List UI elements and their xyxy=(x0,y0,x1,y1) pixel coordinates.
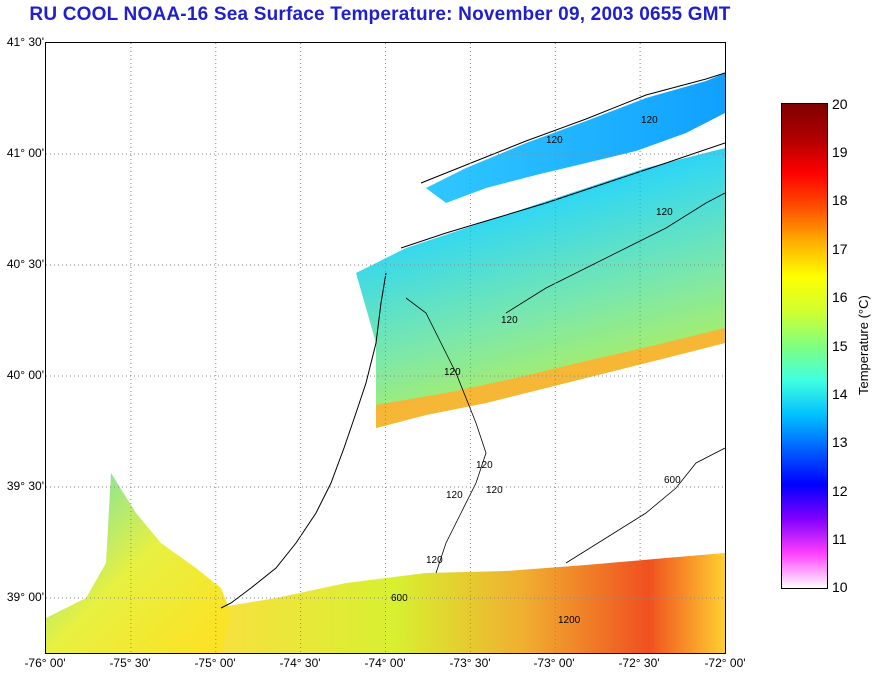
connecticut-coastline xyxy=(420,72,725,184)
colorbar-tick: 11 xyxy=(832,531,847,547)
lat-label: 39° 30' xyxy=(6,479,44,493)
lat-label: 41° 00' xyxy=(6,146,44,160)
lat-label: 40° 00' xyxy=(6,368,44,382)
colorbar-tick: 20 xyxy=(832,96,848,112)
colorbar-tick: 16 xyxy=(832,289,848,305)
long-island-sound-sst xyxy=(426,73,725,203)
map-title: RU COOL NOAA-16 Sea Surface Temperature:… xyxy=(29,4,731,25)
colorbar-title: Temperature (°C) xyxy=(856,295,871,395)
colorbar-tick: 13 xyxy=(832,434,848,450)
delaware-bay-sst xyxy=(46,473,231,653)
contour-120m-upper xyxy=(505,192,725,314)
lon-label: -75° 30' xyxy=(109,656,151,670)
nj-coastline xyxy=(220,272,387,609)
colorbar-tick: 15 xyxy=(832,338,848,354)
contour-label: 120 xyxy=(546,135,563,146)
contour-label: 120 xyxy=(656,207,673,218)
lon-label: -72° 00' xyxy=(704,656,746,670)
contour-600m xyxy=(565,447,725,564)
sst-map-canvas: 120 120 120 120 120 120 120 120 120 600 … xyxy=(46,43,725,653)
contour-label: 120 xyxy=(426,555,443,566)
lon-label: -74° 00' xyxy=(364,656,406,670)
lon-label: -76° 00' xyxy=(24,656,66,670)
contour-label: 120 xyxy=(446,490,463,501)
lon-label: -75° 00' xyxy=(194,656,236,670)
contour-label: 600 xyxy=(391,593,408,604)
colorbar-tick: 14 xyxy=(832,386,848,402)
colorbar xyxy=(781,103,828,589)
colorbar-tick: 12 xyxy=(832,483,848,499)
lon-label: -73° 00' xyxy=(533,656,575,670)
colorbar-tick: 17 xyxy=(832,241,848,257)
lon-label: -73° 30' xyxy=(449,656,491,670)
contour-label: 120 xyxy=(501,315,518,326)
contour-label: 120 xyxy=(486,485,503,496)
colorbar-tick: 19 xyxy=(832,144,848,160)
lat-label: 41° 30' xyxy=(6,35,44,49)
lon-label: -74° 30' xyxy=(279,656,321,670)
graticule xyxy=(46,43,725,653)
lon-label: -72° 30' xyxy=(618,656,660,670)
contour-120m xyxy=(405,297,487,574)
colorbar-tick: 10 xyxy=(832,579,848,595)
contour-label: 600 xyxy=(664,475,681,486)
long-island-coastline xyxy=(400,142,725,249)
colorbar-tick: 18 xyxy=(832,192,848,208)
contour-label: 120 xyxy=(444,367,461,378)
contour-label: 1200 xyxy=(558,615,581,626)
warm-front-sst xyxy=(376,328,725,428)
contour-label: 120 xyxy=(641,115,658,126)
sst-map: 120 120 120 120 120 120 120 120 120 600 … xyxy=(45,42,726,654)
lat-label: 39° 00' xyxy=(6,590,44,604)
contour-label: 120 xyxy=(476,460,493,471)
lat-label: 40° 30' xyxy=(6,257,44,271)
